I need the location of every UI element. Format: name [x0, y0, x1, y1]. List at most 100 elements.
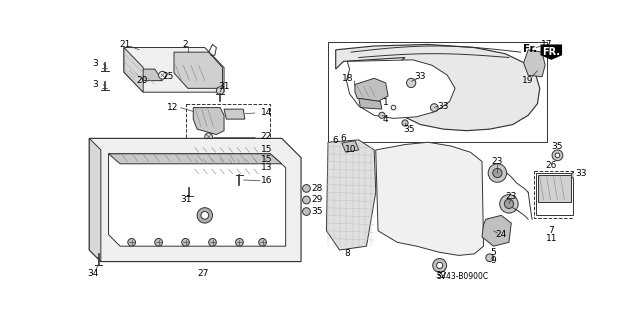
Polygon shape: [336, 44, 540, 131]
Polygon shape: [109, 154, 285, 246]
Text: 23: 23: [492, 157, 503, 166]
Polygon shape: [359, 98, 382, 109]
Circle shape: [201, 211, 209, 219]
Text: 35: 35: [403, 125, 415, 134]
Polygon shape: [90, 138, 101, 262]
Circle shape: [486, 254, 493, 262]
Text: 7: 7: [548, 226, 554, 235]
Circle shape: [186, 196, 193, 204]
Circle shape: [552, 150, 563, 161]
Circle shape: [128, 239, 136, 246]
Polygon shape: [109, 154, 282, 164]
Text: 17: 17: [541, 40, 552, 49]
Text: 24: 24: [495, 230, 507, 239]
Text: 11: 11: [545, 234, 557, 243]
Circle shape: [500, 195, 518, 213]
Text: 23: 23: [506, 192, 517, 201]
Text: 35: 35: [312, 207, 323, 216]
Text: 13: 13: [260, 163, 272, 172]
Circle shape: [236, 178, 243, 185]
Text: 4: 4: [383, 115, 388, 124]
Circle shape: [391, 105, 396, 110]
Text: 15: 15: [260, 155, 272, 164]
Text: 14: 14: [260, 108, 272, 117]
Text: 34: 34: [88, 269, 99, 278]
Circle shape: [303, 208, 310, 215]
Circle shape: [236, 239, 243, 246]
Text: 25: 25: [162, 72, 173, 81]
Text: 16: 16: [260, 176, 272, 185]
Bar: [186, 104, 270, 181]
Circle shape: [303, 196, 310, 204]
Bar: [538, 175, 570, 202]
Text: SV43-B0900C: SV43-B0900C: [436, 272, 489, 281]
Circle shape: [379, 112, 385, 118]
Bar: [328, 42, 547, 142]
Circle shape: [303, 185, 310, 192]
Circle shape: [493, 168, 502, 178]
Circle shape: [197, 208, 212, 223]
Text: 22: 22: [260, 132, 272, 141]
Text: 8: 8: [344, 249, 350, 258]
Bar: [193, 146, 262, 154]
Text: 31: 31: [218, 82, 230, 91]
Text: FR.: FR.: [542, 47, 560, 57]
Text: Fr.: Fr.: [523, 44, 537, 54]
Bar: [193, 168, 262, 175]
Circle shape: [406, 78, 416, 87]
Text: 33: 33: [438, 101, 449, 111]
Text: 3: 3: [93, 59, 99, 68]
Polygon shape: [124, 48, 224, 92]
Text: 20: 20: [136, 76, 147, 85]
Text: 9: 9: [491, 256, 497, 264]
Text: 19: 19: [522, 76, 534, 85]
Text: 21: 21: [120, 40, 131, 49]
Circle shape: [216, 87, 224, 94]
Text: 32: 32: [435, 271, 447, 280]
Polygon shape: [174, 52, 223, 88]
Text: 18: 18: [342, 74, 353, 83]
Text: 2: 2: [183, 40, 188, 49]
Text: 26: 26: [546, 161, 557, 170]
Circle shape: [433, 258, 447, 272]
Polygon shape: [326, 140, 376, 250]
Text: 33: 33: [415, 72, 426, 81]
Polygon shape: [224, 109, 245, 119]
Text: 6: 6: [340, 134, 346, 143]
Circle shape: [431, 104, 438, 111]
Bar: [193, 158, 262, 165]
Text: 31: 31: [180, 196, 191, 204]
Text: 35: 35: [552, 142, 563, 151]
Circle shape: [159, 71, 166, 79]
Circle shape: [436, 262, 443, 269]
Circle shape: [209, 239, 216, 246]
Text: 12: 12: [166, 103, 178, 112]
Circle shape: [155, 239, 163, 246]
Circle shape: [182, 239, 189, 246]
Text: 10: 10: [346, 145, 357, 154]
Text: 3: 3: [93, 80, 99, 89]
Bar: [536, 173, 573, 215]
Text: 33: 33: [575, 168, 586, 178]
Text: 5: 5: [491, 248, 497, 257]
Circle shape: [504, 199, 513, 208]
Circle shape: [572, 172, 577, 178]
Polygon shape: [524, 50, 545, 77]
Polygon shape: [90, 138, 301, 262]
Circle shape: [555, 153, 560, 158]
Text: 29: 29: [312, 196, 323, 204]
Polygon shape: [193, 108, 224, 135]
Polygon shape: [346, 60, 455, 118]
Text: 27: 27: [198, 269, 209, 278]
Text: 15: 15: [260, 145, 272, 154]
Polygon shape: [355, 78, 388, 101]
Bar: [534, 171, 576, 219]
Polygon shape: [342, 141, 359, 152]
Polygon shape: [128, 69, 163, 81]
Polygon shape: [541, 44, 562, 60]
Polygon shape: [482, 215, 511, 246]
Text: 6: 6: [333, 136, 339, 145]
Circle shape: [205, 133, 212, 141]
Text: 28: 28: [312, 184, 323, 193]
Polygon shape: [124, 48, 143, 92]
